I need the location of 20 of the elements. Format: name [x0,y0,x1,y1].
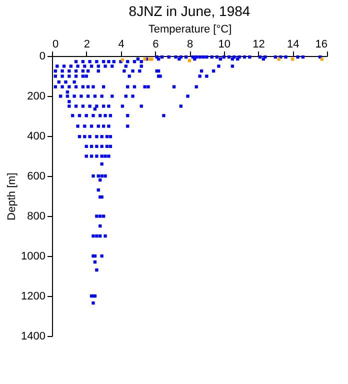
y-tick-label: 1200 [21,290,46,302]
x-axis-title: Temperature [°C] [148,24,232,36]
y-tick-label: 0 [39,50,46,62]
x-tick-label: 0 [52,38,59,50]
x-tick-label: 4 [118,38,124,50]
y-tick-label: 200 [27,90,46,102]
y-tick-label: 600 [27,170,46,182]
x-tick-label: 12 [252,38,265,50]
y-tick-label: 400 [27,130,46,142]
x-tick-label: 14 [287,38,300,50]
y-axis-title: Depth [m] [6,172,18,220]
chart-title: 8JNZ in June, 1984 [128,3,250,19]
x-tick-label: 6 [152,38,159,50]
x-tick-label: 16 [315,38,328,50]
x-tick-label: 2 [84,38,90,50]
x-tick-label: 10 [218,38,230,50]
y-tick-label: 1400 [21,330,46,342]
y-tick-label: 1000 [21,250,46,262]
y-tick-label: 800 [27,210,46,222]
x-tick-label: 8 [186,38,194,50]
